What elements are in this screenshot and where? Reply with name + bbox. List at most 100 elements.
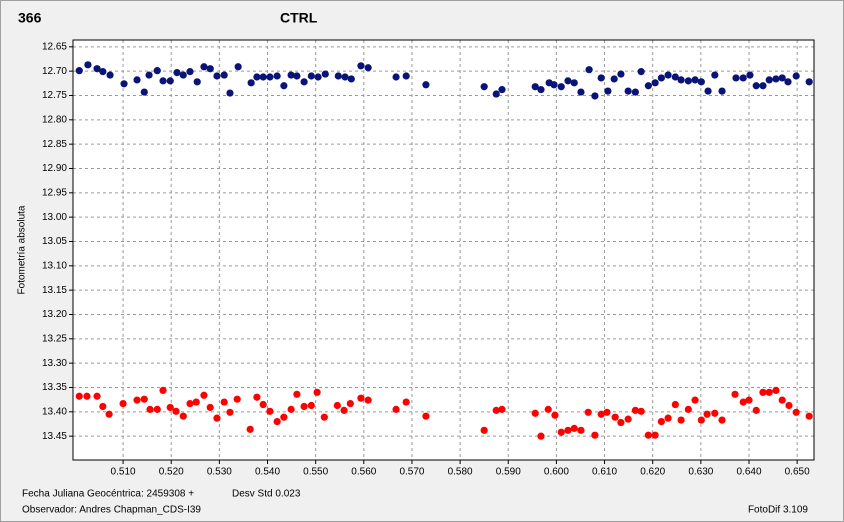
point — [610, 75, 618, 83]
point — [718, 87, 726, 95]
point — [492, 406, 500, 414]
y-tick-label: 12.85 — [42, 139, 67, 150]
point — [293, 72, 301, 80]
point — [159, 386, 167, 395]
point — [287, 71, 295, 79]
point — [498, 86, 506, 94]
point — [166, 77, 174, 85]
x-tick-label: 0.610 — [592, 467, 617, 478]
point — [186, 68, 194, 76]
marks — [75, 61, 813, 440]
point — [597, 410, 605, 418]
point — [739, 74, 747, 82]
y-tick-label: 13.30 — [42, 358, 67, 369]
point — [213, 72, 221, 80]
y-tick-label: 13.10 — [42, 260, 67, 271]
point — [657, 417, 665, 426]
point — [140, 88, 148, 96]
point — [784, 78, 792, 86]
x-tick-label: 0.530 — [207, 467, 232, 478]
point — [293, 390, 301, 398]
x-tick-label: 0.560 — [351, 467, 376, 478]
point — [84, 61, 92, 69]
point — [206, 65, 214, 73]
point — [597, 74, 605, 82]
point — [591, 431, 599, 439]
point — [739, 398, 747, 406]
y-tick-label: 12.90 — [42, 163, 67, 174]
point — [226, 408, 234, 416]
point — [704, 87, 712, 95]
point — [718, 416, 726, 424]
point — [259, 73, 267, 81]
point — [778, 396, 786, 404]
point — [691, 76, 699, 84]
y-tick-label: 13.15 — [42, 285, 67, 296]
point — [234, 63, 242, 71]
point — [99, 402, 107, 411]
observer: Observador: Andres Chapman_CDS-I39 — [22, 505, 201, 516]
chart-title: CTRL — [280, 10, 318, 26]
point — [480, 426, 488, 434]
point — [146, 405, 154, 413]
y-tick-label: 12.65 — [42, 41, 67, 52]
point — [671, 400, 679, 409]
point — [220, 398, 228, 406]
point — [631, 406, 639, 414]
point — [703, 410, 711, 418]
x-tick-label: 0.650 — [785, 467, 810, 478]
point — [334, 72, 342, 80]
point — [584, 408, 592, 416]
point — [805, 412, 813, 420]
point — [624, 415, 632, 423]
x-tick-label: 0.600 — [544, 467, 569, 478]
point — [759, 388, 767, 396]
point — [664, 71, 672, 79]
software: FotoDif 3.109 — [748, 505, 808, 516]
x-tick-label: 0.510 — [111, 467, 136, 478]
point — [99, 68, 107, 76]
point — [531, 409, 539, 417]
point — [402, 72, 410, 80]
y-tick-label: 13.40 — [42, 406, 67, 417]
point — [591, 92, 599, 100]
point — [105, 410, 113, 418]
x-tick-label: 0.640 — [736, 467, 761, 478]
point — [347, 75, 355, 83]
x-tick-label: 0.540 — [255, 467, 280, 478]
x-tick-label: 0.620 — [640, 467, 665, 478]
x-tick-label: 0.520 — [159, 467, 184, 478]
point — [233, 395, 241, 403]
y-tick-label: 12.80 — [42, 114, 67, 125]
point — [637, 68, 645, 76]
point — [677, 416, 685, 424]
point — [644, 82, 652, 90]
point — [617, 70, 625, 78]
x-tick-label: 0.570 — [399, 467, 424, 478]
point — [200, 63, 208, 71]
point — [603, 408, 611, 416]
point — [321, 70, 329, 78]
point — [280, 413, 288, 421]
point — [550, 81, 558, 89]
point — [172, 407, 180, 415]
point — [422, 412, 430, 420]
std-dev: Desv Std 0.023 — [232, 489, 301, 500]
point — [75, 392, 83, 400]
point — [300, 402, 308, 411]
point — [186, 399, 194, 408]
point — [772, 386, 780, 395]
point — [577, 88, 585, 96]
x-tick-label: 0.580 — [448, 467, 473, 478]
point — [498, 405, 506, 413]
point — [551, 411, 559, 419]
point — [624, 87, 632, 95]
y-tick-label: 12.95 — [42, 187, 67, 198]
point — [531, 83, 539, 91]
point — [145, 71, 153, 79]
point — [106, 71, 114, 79]
point — [280, 82, 288, 90]
point — [253, 393, 261, 401]
point — [746, 71, 754, 79]
y-axis-label: Fotometría absoluta — [17, 205, 28, 294]
